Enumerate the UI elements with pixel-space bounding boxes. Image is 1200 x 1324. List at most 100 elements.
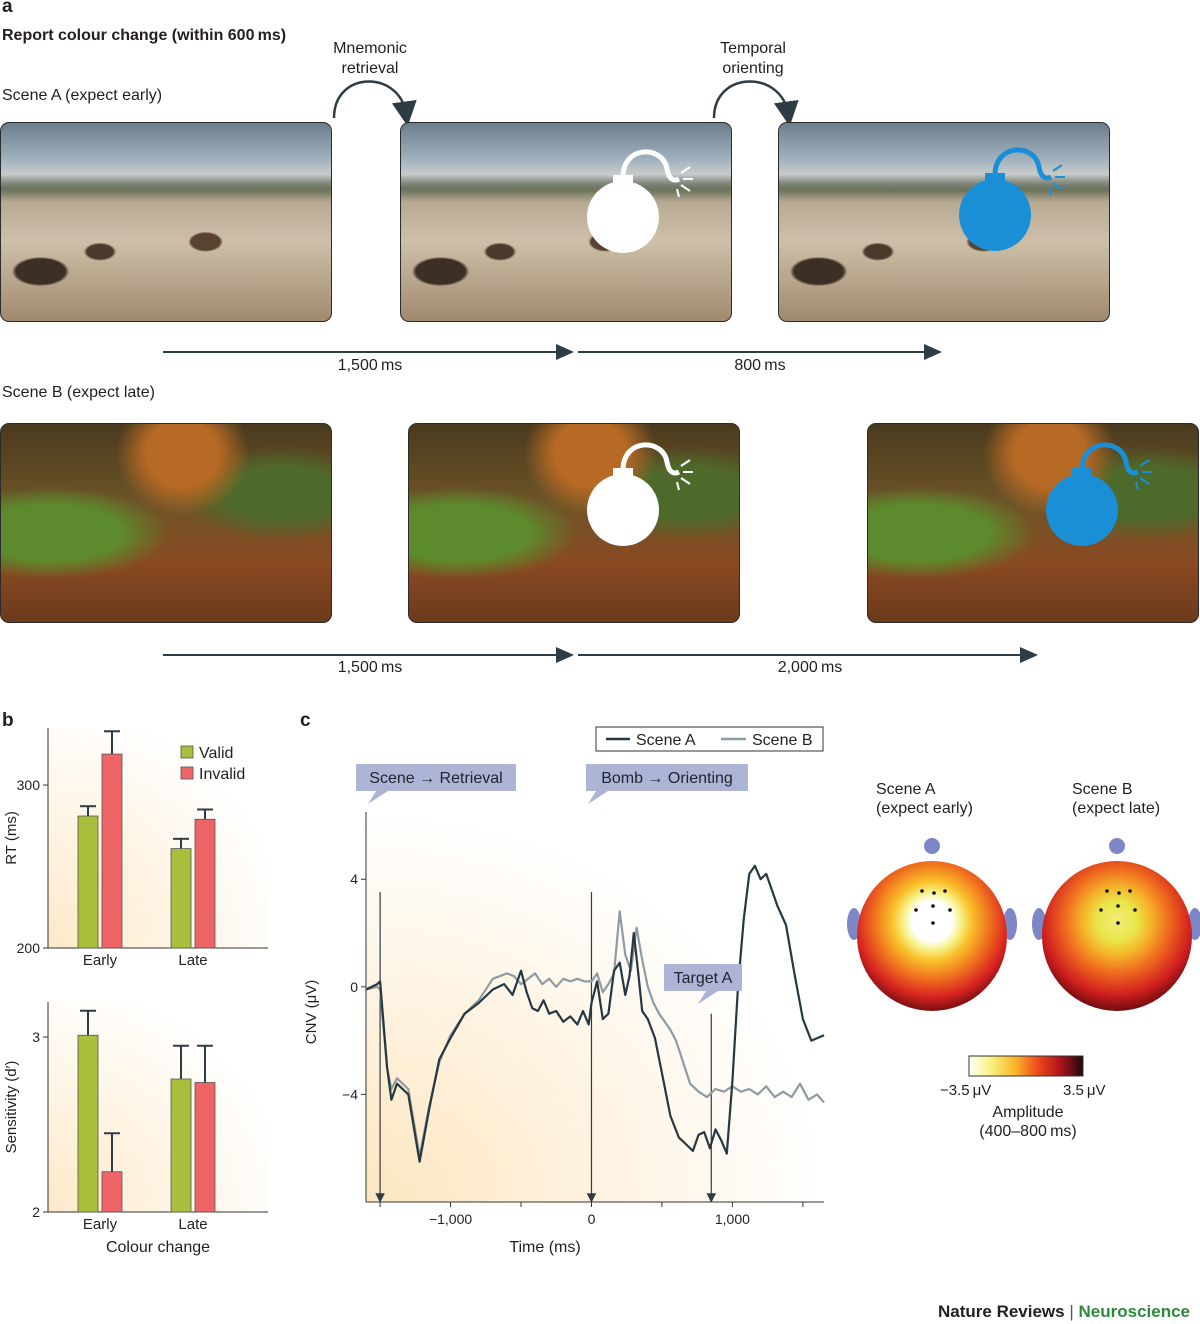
mnemonic-retrieval-arrow — [332, 80, 417, 127]
y-axis-label: Sensitivity (d′) — [3, 1061, 20, 1154]
scene-b-label: Scene B (expect late) — [2, 384, 155, 401]
panel-a-label: a — [2, 0, 13, 17]
topo-b-label: Scene B (expect late) — [1072, 780, 1160, 818]
topo-map-scene-a — [847, 838, 1017, 1011]
journal-footer: Nature Reviews | Neuroscience — [938, 1302, 1190, 1322]
colorbar-min-label: −3.5 μV — [940, 1082, 992, 1099]
colorbar-title-line1: Amplitude — [992, 1104, 1064, 1121]
topo-a-label-line2: (expect early) — [876, 800, 973, 817]
legend-label-scene-a: Scene A — [636, 732, 696, 749]
y-axis-label: CNV (μV) — [303, 980, 320, 1044]
scene-a-photo-2 — [400, 122, 732, 322]
plot-background — [366, 812, 824, 1202]
cnv-line-chart: −4 0 4 −1,000 0 1,000 Time (ms) CNV (μV) Scene A… — [303, 726, 825, 1256]
callout-pointer — [588, 791, 608, 804]
temporal-label-line2: orienting — [722, 60, 784, 77]
scene-b-photo-2 — [408, 423, 740, 623]
bar-invalid-early — [101, 753, 123, 949]
bar-invalid-early — [101, 1171, 123, 1213]
cnv-legend: Scene A Scene B — [595, 726, 824, 752]
y-tick-label: 4 — [350, 871, 358, 887]
timeline-a — [163, 344, 942, 360]
bar-valid-early — [77, 815, 99, 949]
mnemonic-retrieval-label: Mnemonic retrieval — [320, 39, 420, 79]
journal-name: Nature Reviews — [938, 1302, 1065, 1321]
amplitude-colorbar — [968, 1055, 1084, 1077]
blue-bomb-icon — [1046, 442, 1152, 546]
topo-a-label: Scene A (expect early) — [876, 780, 973, 818]
callout-box — [664, 964, 742, 991]
timeline-b-label-2: 2,000 ms — [777, 659, 843, 676]
panel-a-title: Report colour change (within 600 ms) — [2, 27, 287, 44]
legend-swatch-valid — [180, 745, 194, 759]
colorbar-max-label: 3.5 μV — [1063, 1082, 1106, 1099]
bar-valid-early — [77, 1034, 99, 1213]
timeline-a-label-2: 800 ms — [734, 357, 786, 374]
callout-1: Scene → Retrieval — [356, 764, 516, 804]
topo-b-label-line1: Scene B — [1072, 781, 1133, 798]
x-tick-label: −1,000 — [429, 1211, 472, 1227]
y-tick-label: −4 — [342, 1086, 358, 1102]
journal-section: Neuroscience — [1078, 1302, 1191, 1321]
scene-a-photo-3 — [778, 122, 1110, 322]
y-axis-label: RT (ms) — [3, 811, 20, 865]
topo-b-label-line2: (expect late) — [1072, 800, 1161, 817]
rt-bar-chart: 200 300 RT (ms) Early Late Valid Invalid — [3, 728, 268, 969]
mnemonic-label-line1: Mnemonic — [333, 40, 407, 57]
scene-b-photo-3 — [867, 423, 1199, 623]
callout-2: Bomb → Orienting — [586, 764, 748, 804]
footer-separator: | — [1069, 1302, 1074, 1321]
curved-arrows — [332, 80, 799, 127]
legend-label-invalid: Invalid — [199, 766, 245, 783]
x-axis-label: Time (ms) — [509, 1239, 580, 1256]
white-bomb-icon — [587, 149, 693, 253]
legend-label-valid: Valid — [199, 745, 233, 762]
temporal-orienting-arrow — [712, 80, 799, 127]
x-tick-label: 0 — [588, 1211, 596, 1227]
mnemonic-label-line2: retrieval — [341, 60, 399, 77]
callout-text: Scene → Retrieval — [369, 770, 502, 787]
topo-a-label-line1: Scene A — [876, 781, 936, 798]
temporal-label-line1: Temporal — [720, 40, 786, 57]
x-tick-label: Early — [83, 1216, 118, 1233]
temporal-orienting-label: Temporal orienting — [700, 39, 806, 79]
timeline-b — [163, 647, 1038, 663]
bar-valid-late — [170, 1078, 192, 1213]
topo-map-scene-b — [1032, 838, 1200, 1011]
scene-a-photo-1 — [0, 122, 332, 322]
y-tick-label: 0 — [350, 979, 358, 995]
y-tick-label: 200 — [17, 940, 41, 956]
timeline-a-label-1: 1,500 ms — [337, 357, 403, 374]
x-tick-label: Early — [83, 952, 118, 969]
panel-c-label: c — [300, 710, 311, 731]
callout-text: Bomb → Orienting — [601, 770, 733, 787]
timeline-b-label-1: 1,500 ms — [337, 659, 403, 676]
blue-bomb-icon — [959, 147, 1065, 251]
legend-box — [595, 726, 824, 752]
colorbar-title-line2: (400–800 ms) — [979, 1123, 1077, 1140]
y-tick-label: 300 — [17, 777, 41, 793]
nose — [1109, 838, 1125, 854]
white-bomb-icon — [587, 442, 693, 546]
callout-box — [586, 764, 748, 791]
scene-b-photo-1 — [0, 423, 332, 623]
callout-text: Target A — [674, 970, 733, 987]
legend-label-scene-b: Scene B — [752, 732, 812, 749]
callout-3: Target A — [664, 964, 742, 1004]
x-tick-label: Late — [178, 1216, 207, 1233]
nose — [924, 838, 940, 854]
panel-b-label: b — [2, 710, 14, 731]
bar-valid-late — [170, 848, 192, 949]
x-tick-label: Late — [178, 952, 207, 969]
bar-invalid-late — [194, 818, 216, 949]
y-tick-label: 3 — [32, 1029, 40, 1045]
x-tick-label: 1,000 — [715, 1211, 750, 1227]
bar-invalid-late — [194, 1082, 216, 1213]
legend-swatch-invalid — [180, 766, 194, 780]
callout-pointer — [698, 991, 718, 1004]
colorbar-title: Amplitude (400–800 ms) — [958, 1103, 1098, 1141]
callout-box — [356, 764, 516, 791]
scene-a-label: Scene A (expect early) — [2, 87, 163, 104]
sensitivity-bar-chart: 2 3 Sensitivity (d′) Early Late Colour change — [3, 1002, 268, 1256]
callout-pointer — [368, 791, 388, 804]
